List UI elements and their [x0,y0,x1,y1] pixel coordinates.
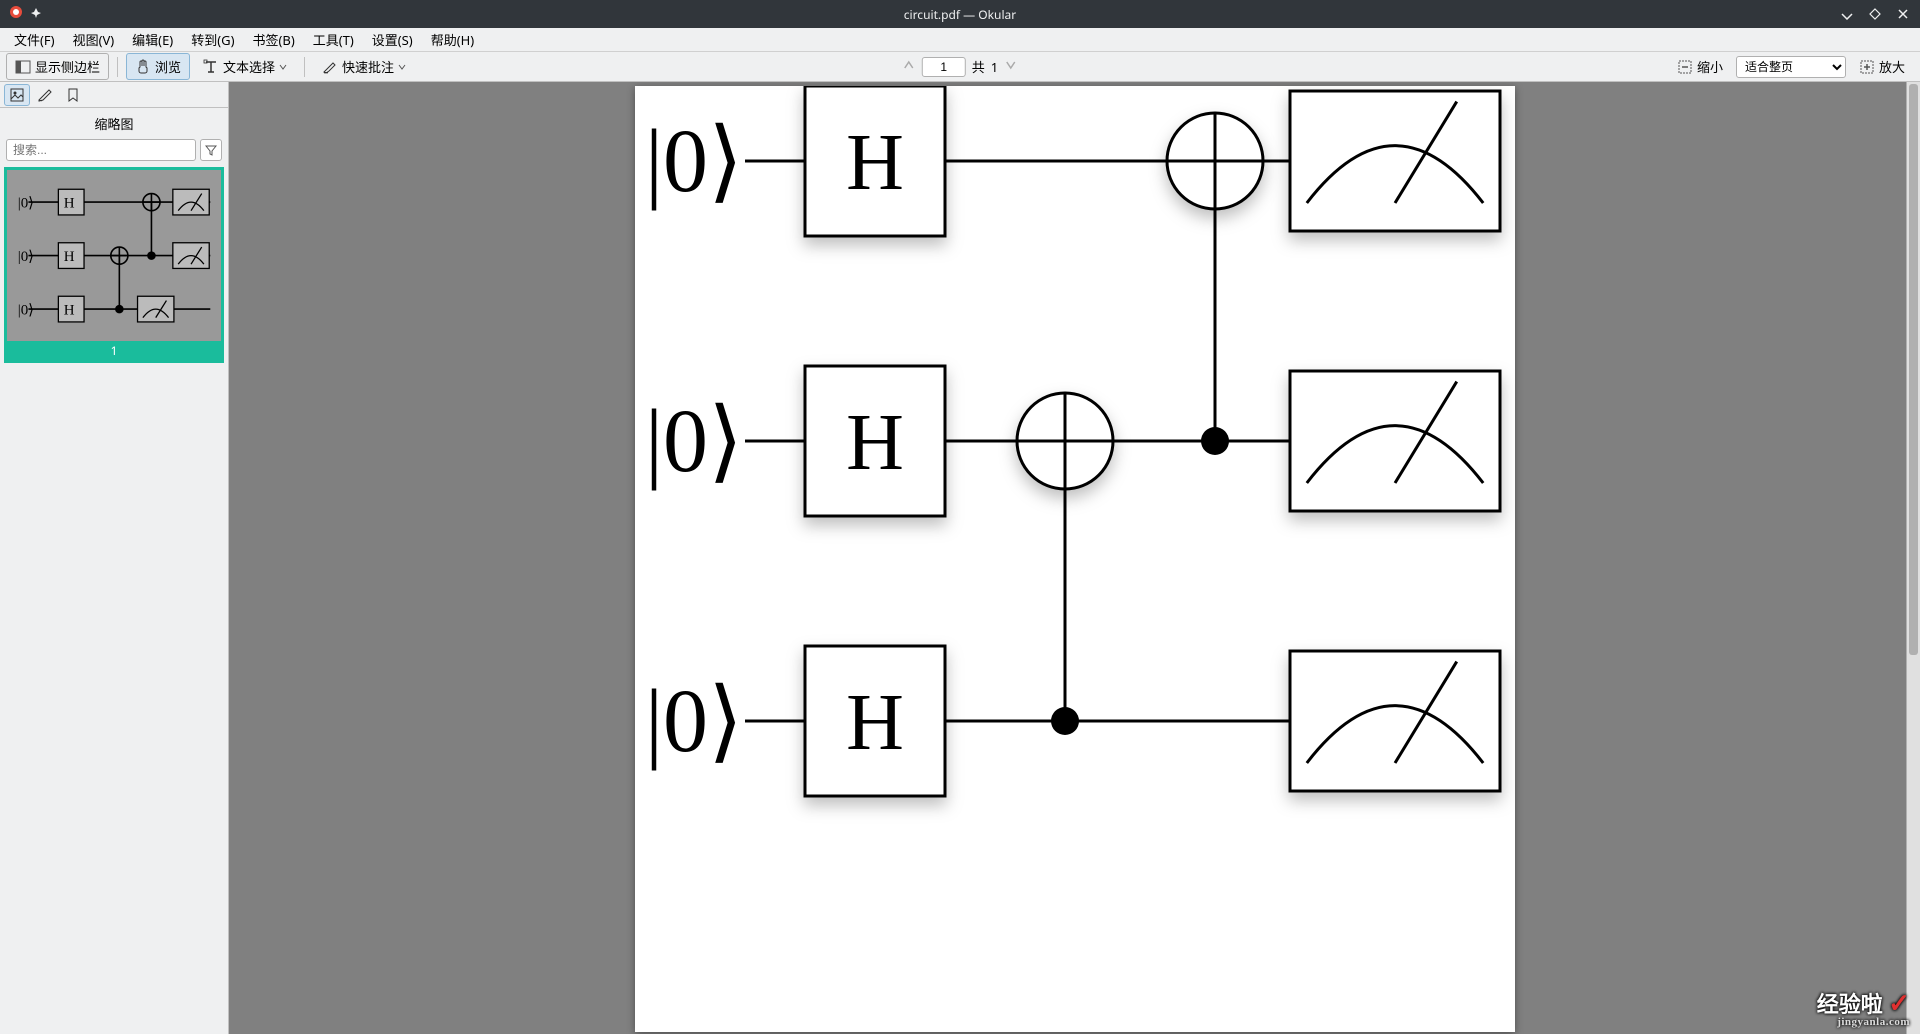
funnel-icon [205,144,217,156]
zoom-mode-select[interactable]: 适合整页 [1736,56,1846,78]
menu-goto[interactable]: 转到(G) [183,28,242,51]
image-icon [9,87,25,103]
menu-file[interactable]: 文件(F) [6,28,63,51]
pencil-icon [37,87,53,103]
zoom-out-label: 缩小 [1697,57,1723,76]
maximize-button[interactable] [1868,7,1882,21]
text-select-label: 文本选择 [223,57,275,76]
svg-text:H: H [846,399,904,487]
window-titlebar: circuit.pdf — Okular [0,0,1920,28]
menu-bookmarks[interactable]: 书签(B) [244,28,302,51]
svg-text:|0⟩: |0⟩ [18,302,34,318]
chevron-down-icon [279,63,287,71]
svg-text:H: H [64,302,75,318]
pin-icon[interactable] [30,5,42,23]
sidebar-panel-title: 缩略图 [0,108,228,139]
thumbnail-filter-button[interactable] [200,139,222,161]
browse-tool-label: 浏览 [155,57,181,76]
sidebar-tab-bookmarks[interactable] [60,84,86,106]
minimize-button[interactable] [1840,7,1854,21]
close-button[interactable] [1896,7,1910,21]
page-number-input[interactable] [922,57,966,77]
sidebar-tab-annotations[interactable] [32,84,58,106]
menu-view[interactable]: 视图(V) [65,28,123,51]
svg-text:H: H [64,195,75,211]
svg-text:H: H [846,119,904,207]
sidebar: 缩略图 |0⟩ [0,82,229,1034]
menu-edit[interactable]: 编辑(E) [124,28,181,51]
svg-text:H: H [64,249,75,265]
thumbnail-search-input[interactable] [6,139,196,161]
toggle-sidebar-button[interactable]: 显示侧边栏 [6,53,109,80]
menu-tools[interactable]: 工具(T) [305,28,362,51]
pdf-page: |0⟩ H |0⟩ H |0⟩ H [635,86,1515,1032]
page-total: 1 [991,58,998,76]
menu-settings[interactable]: 设置(S) [364,28,421,51]
page-nav: 共 1 [902,57,1018,77]
zoom-out-button[interactable]: 缩小 [1668,53,1732,80]
window-title: circuit.pdf — Okular [0,6,1920,23]
chevron-down-icon [398,63,406,71]
sidebar-tab-thumbnails[interactable] [4,84,30,106]
highlighter-icon [322,59,338,75]
page-total-prefix: 共 [972,57,985,76]
zoom-in-icon [1859,59,1875,75]
menubar: 文件(F) 视图(V) 编辑(E) 转到(G) 书签(B) 工具(T) 设置(S… [0,28,1920,52]
thumbnail-page-number: 1 [7,341,221,360]
scrollbar-thumb[interactable] [1909,84,1918,655]
svg-text:H: H [846,679,904,767]
svg-text:|0⟩: |0⟩ [18,249,34,265]
toolbar: 显示侧边栏 浏览 文本选择 快速批注 共 1 缩小 适合整页 放大 [0,52,1920,82]
separator [304,57,305,77]
svg-text:|0⟩: |0⟩ [645,112,743,211]
thumbnail-preview: |0⟩ |0⟩ |0⟩ H H H [7,170,221,341]
browse-tool-button[interactable]: 浏览 [126,53,190,80]
separator [117,57,118,77]
vertical-scrollbar[interactable] [1906,82,1920,1034]
toggle-sidebar-label: 显示侧边栏 [35,57,100,76]
quick-annot-label: 快速批注 [342,57,394,76]
app-icon [8,4,24,24]
document-viewer[interactable]: |0⟩ H |0⟩ H |0⟩ H [229,82,1920,1034]
text-select-icon [203,59,219,75]
page-thumbnail[interactable]: |0⟩ |0⟩ |0⟩ H H H [4,167,224,363]
next-page-button[interactable] [1004,58,1018,76]
zoom-in-button[interactable]: 放大 [1850,53,1914,80]
main-area: 缩略图 |0⟩ [0,82,1920,1034]
sidebar-icon [15,59,31,75]
quick-annot-button[interactable]: 快速批注 [313,53,415,80]
text-select-tool-button[interactable]: 文本选择 [194,53,296,80]
svg-text:|0⟩: |0⟩ [645,672,743,771]
menu-help[interactable]: 帮助(H) [423,28,482,51]
prev-page-button[interactable] [902,58,916,76]
zoom-in-label: 放大 [1879,57,1905,76]
sidebar-tabs [0,82,228,108]
bookmark-icon [65,87,81,103]
hand-icon [135,59,151,75]
zoom-out-icon [1677,59,1693,75]
svg-text:|0⟩: |0⟩ [18,195,34,211]
svg-text:|0⟩: |0⟩ [645,392,743,491]
